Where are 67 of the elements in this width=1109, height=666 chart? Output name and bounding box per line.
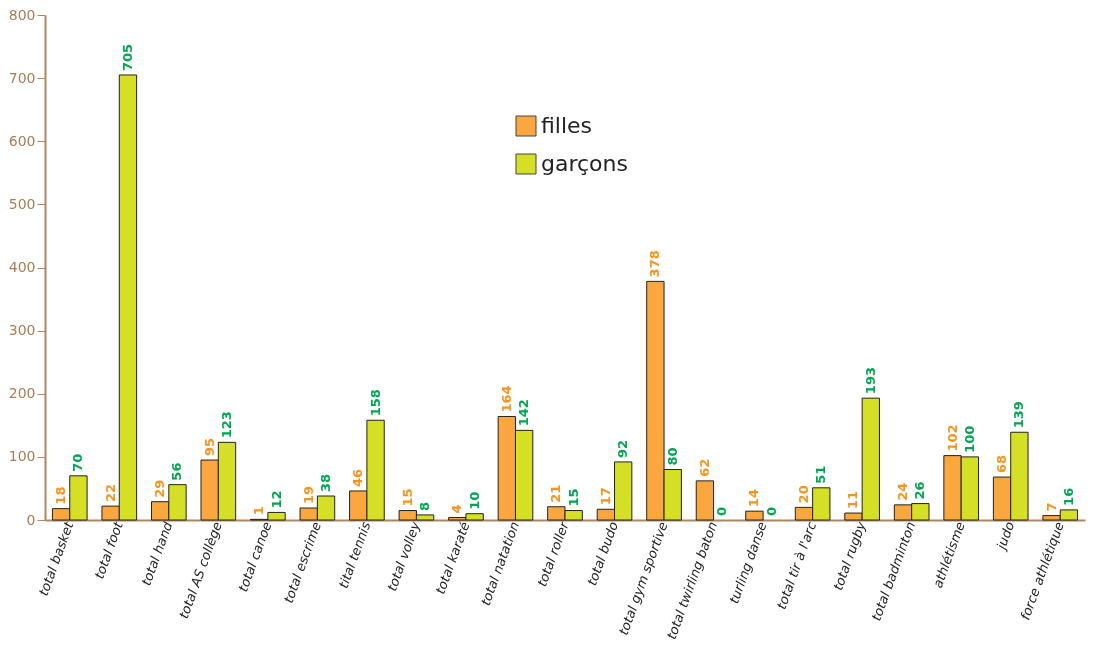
- data-label: 95: [201, 437, 217, 457]
- data-label: 102: [944, 424, 960, 452]
- data-label: 158: [367, 389, 383, 417]
- data-label: 15: [399, 488, 415, 507]
- y-tick-label: 600: [8, 132, 36, 149]
- legend-label: garçons: [541, 151, 628, 176]
- y-tick-label: 100: [8, 448, 36, 465]
- data-label: 17: [597, 487, 613, 506]
- y-tick-label: 700: [8, 69, 36, 86]
- data-label: 10: [466, 491, 482, 510]
- data-label: 26: [912, 481, 928, 500]
- y-tick-label: 400: [8, 259, 36, 275]
- data-label: 18: [53, 486, 69, 505]
- data-label: 62: [696, 458, 712, 477]
- bar: [695, 480, 715, 521]
- data-label: 378: [647, 250, 663, 278]
- x-tick-label: total hand: [138, 519, 176, 588]
- x-tick-label: total AS collège: [176, 519, 225, 621]
- data-label: 46: [350, 468, 366, 487]
- data-label: 20: [795, 485, 811, 504]
- data-label: 15: [565, 488, 581, 507]
- y-tick-label: 200: [8, 385, 36, 402]
- bar: [745, 510, 764, 521]
- data-label: 4: [449, 504, 465, 514]
- data-label: 68: [994, 454, 1010, 474]
- data-label: 164: [498, 385, 514, 413]
- data-label: 8: [417, 501, 433, 511]
- data-label: 22: [102, 484, 118, 503]
- data-label: 92: [615, 439, 631, 458]
- data-label: 123: [219, 411, 234, 439]
- x-tick-label: total foot: [91, 518, 127, 581]
- data-label: 11: [845, 490, 861, 510]
- x-tick-label: total budo: [584, 519, 622, 588]
- data-label: 29: [152, 479, 168, 498]
- legend-label: filles: [541, 113, 593, 138]
- data-label: 0: [714, 506, 730, 516]
- y-tick-label: 800: [8, 6, 36, 23]
- x-tick-label: total volley: [384, 519, 424, 593]
- x-tick-label: total karaté: [432, 519, 473, 597]
- x-tick-label: total rugby: [830, 519, 869, 593]
- data-label: 80: [664, 447, 680, 466]
- x-tick-label: total canoe: [235, 519, 275, 594]
- x-tick-label: tital tennis: [335, 519, 374, 591]
- data-label: 193: [862, 367, 878, 395]
- data-label: 38: [318, 473, 334, 493]
- data-label: 705: [119, 43, 135, 71]
- data-label: 24: [895, 482, 910, 501]
- data-label: 139: [1011, 401, 1027, 429]
- x-tick-label: total tir à l'arc: [773, 519, 820, 612]
- data-label: 19: [300, 485, 316, 505]
- y-tick-label: 0: [26, 511, 36, 528]
- data-label: 0: [763, 506, 779, 516]
- data-label: 16: [1060, 487, 1076, 506]
- data-label: 7: [1043, 502, 1059, 512]
- data-label: 21: [548, 484, 564, 503]
- x-tick-label: judo: [992, 519, 1018, 554]
- data-label: 1: [251, 506, 267, 516]
- data-label: 14: [746, 489, 762, 508]
- data-label: 142: [516, 399, 532, 427]
- x-tick-label: total roller: [534, 518, 573, 589]
- data-label: 100: [961, 425, 977, 453]
- data-label: 51: [813, 465, 829, 484]
- data-label: 12: [268, 490, 284, 509]
- y-tick-label: 500: [8, 195, 36, 212]
- data-label: 70: [70, 453, 86, 472]
- y-tick-label: 300: [8, 322, 36, 339]
- data-label: 56: [169, 462, 185, 481]
